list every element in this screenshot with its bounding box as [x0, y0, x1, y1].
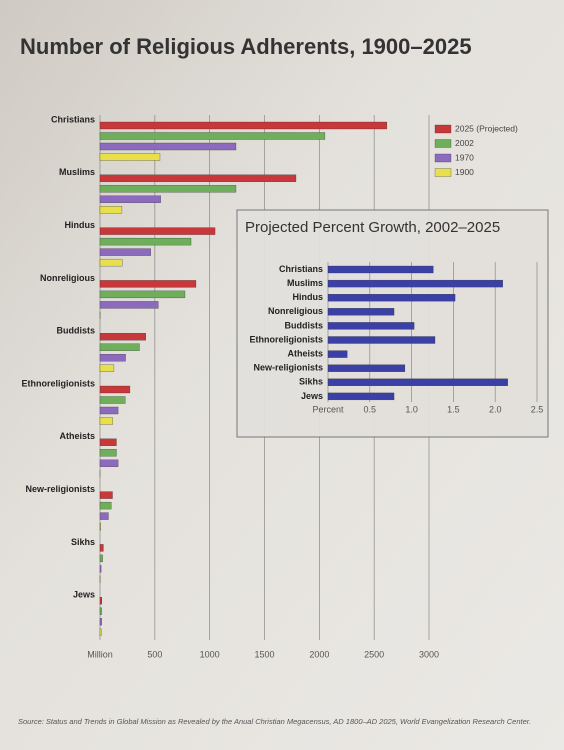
- y-tick-label: Atheists: [287, 348, 323, 358]
- y-tick-label: Muslims: [287, 278, 323, 288]
- x-tick-label: 2500: [364, 649, 384, 659]
- y-tick-label: Nonreligious: [40, 273, 95, 283]
- y-tick-label: Sikhs: [299, 377, 323, 387]
- legend-label: 2025 (Projected): [455, 123, 518, 133]
- x-tick-label: 0.5: [364, 404, 377, 414]
- y-tick-label: Buddists: [284, 320, 323, 330]
- y-tick-label: Buddists: [56, 326, 95, 336]
- bar: [99, 459, 119, 467]
- inset-title: Projected Percent Growth, 2002–2025: [245, 219, 500, 236]
- bar: [327, 265, 434, 274]
- y-tick-label: Sikhs: [71, 537, 95, 547]
- bar: [99, 364, 115, 372]
- bar: [99, 607, 102, 615]
- y-tick-label: New-religionists: [253, 363, 323, 373]
- y-tick-label: Ethnoreligionists: [21, 378, 95, 388]
- bar: [99, 195, 161, 203]
- bar: [327, 279, 503, 288]
- bar: [99, 597, 103, 605]
- y-tick-label: Hindus: [65, 220, 96, 230]
- bar: [327, 392, 395, 401]
- legend-swatch: [434, 168, 452, 177]
- bar: [99, 544, 104, 552]
- legend-label: 1900: [455, 167, 474, 177]
- bar: [99, 121, 388, 130]
- x-tick-label: 500: [147, 649, 162, 659]
- bar: [99, 333, 146, 341]
- bar: [327, 364, 406, 372]
- legend-swatch: [434, 124, 452, 134]
- bar: [99, 417, 113, 425]
- x-tick-label: 2000: [309, 649, 329, 659]
- bar: [99, 227, 216, 235]
- bar: [99, 512, 109, 520]
- bar: [327, 378, 508, 386]
- y-tick-label: Christians: [51, 114, 95, 124]
- y-tick-label: Hindus: [293, 292, 324, 302]
- bar: [99, 248, 151, 256]
- chart-title: Number of Religious Adherents, 1900–2025: [20, 34, 472, 59]
- x-tick-label: 1.5: [447, 404, 460, 414]
- bar: [99, 290, 186, 299]
- source-note: Source: Status and Trends in Global Miss…: [18, 717, 531, 726]
- bar: [327, 336, 436, 344]
- bar: [327, 294, 456, 302]
- bar: [99, 354, 126, 362]
- bar: [99, 618, 102, 626]
- bar: [99, 343, 140, 351]
- y-tick-label: Jews: [73, 590, 95, 600]
- x-tick-label: 1500: [254, 649, 274, 659]
- bar: [99, 491, 113, 499]
- y-tick-label: Atheists: [59, 431, 95, 441]
- bar: [99, 301, 159, 309]
- x-tick-label: 1000: [200, 649, 220, 659]
- y-tick-label: Muslims: [59, 167, 95, 177]
- bar: [99, 153, 161, 161]
- bar: [99, 258, 123, 267]
- bar: [99, 237, 192, 246]
- bar: [99, 142, 237, 151]
- legend-swatch: [434, 139, 452, 148]
- y-tick-label: Christians: [279, 264, 323, 274]
- bar: [99, 280, 197, 288]
- bar: [327, 308, 395, 316]
- x-tick-label: 2.0: [489, 404, 502, 414]
- bar: [99, 449, 117, 457]
- bar: [99, 206, 123, 214]
- bar: [99, 554, 103, 563]
- x-tick-label: Million: [87, 649, 113, 659]
- bar: [99, 522, 101, 531]
- bar: [99, 565, 102, 573]
- bar: [99, 185, 237, 193]
- bar: [99, 628, 102, 636]
- x-tick-label: 1.0: [405, 404, 418, 414]
- x-tick-label: 2.5: [531, 404, 544, 414]
- legend-swatch: [434, 153, 452, 163]
- bar: [99, 438, 117, 446]
- y-tick-label: New-religionists: [25, 484, 95, 494]
- x-tick-label: 3000: [419, 649, 439, 659]
- bar: [99, 501, 112, 510]
- y-tick-label: Nonreligious: [268, 306, 323, 316]
- bar: [327, 322, 415, 330]
- x-tick-label: Percent: [312, 404, 344, 414]
- bar: [99, 385, 131, 394]
- bar: [99, 132, 326, 140]
- bar: [99, 174, 297, 182]
- bar: [99, 406, 119, 415]
- legend-label: 1970: [455, 152, 474, 162]
- y-tick-label: Jews: [301, 391, 323, 401]
- y-tick-label: Ethnoreligionists: [249, 334, 323, 344]
- bar: [99, 396, 126, 404]
- legend-label: 2002: [455, 138, 474, 148]
- bar: [327, 350, 348, 358]
